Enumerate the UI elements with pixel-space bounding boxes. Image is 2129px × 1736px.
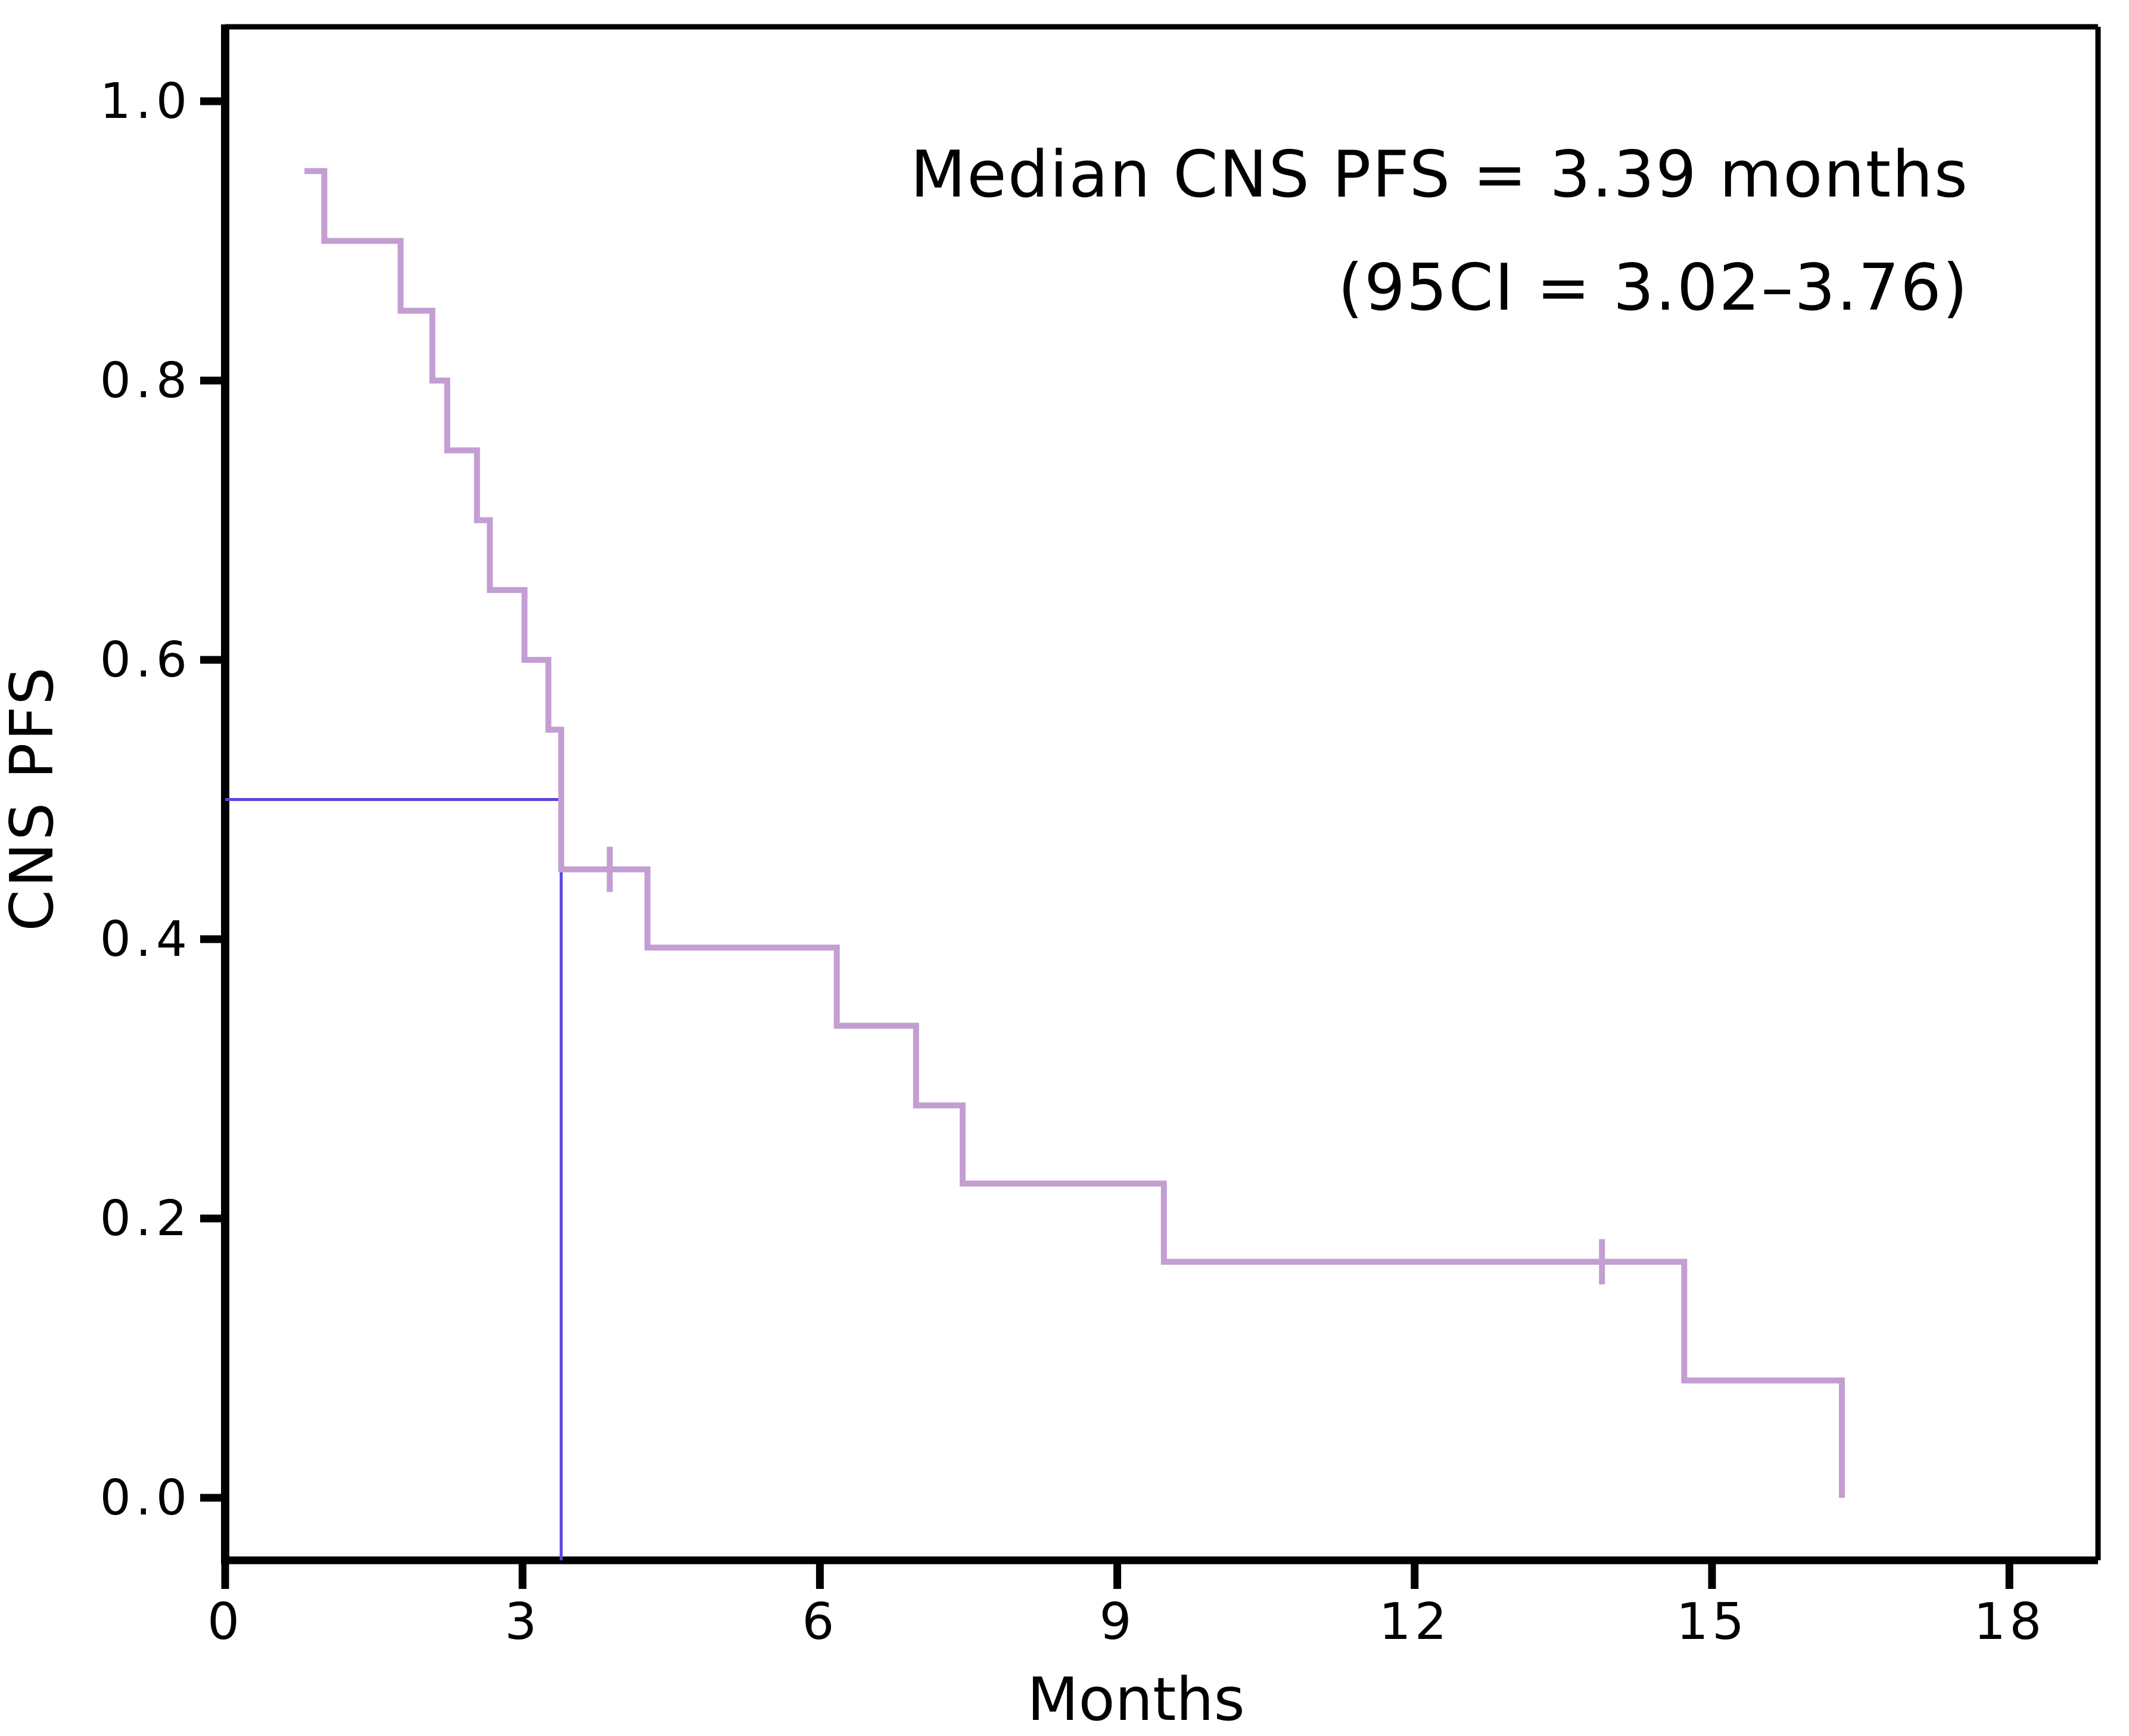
plot-frame [221, 24, 2101, 1564]
y-tick-label: 1.0 [100, 73, 192, 130]
x-tick-label: 6 [802, 1592, 838, 1651]
y-axis-title: CNS PFS [0, 665, 67, 931]
x-tick-label: 18 [1974, 1592, 2045, 1651]
y-tick-label: 0.8 [100, 353, 192, 409]
annotation-ci-line2: (95CI = 3.02–3.76) [1338, 251, 1969, 325]
x-axis-ticks: 0 3 6 9 12 15 18 [207, 1560, 2045, 1651]
x-tick-label: 9 [1100, 1592, 1135, 1651]
y-tick-label: 0.2 [100, 1190, 192, 1247]
median-reference-group [225, 798, 563, 1560]
y-tick-label: 0.4 [100, 911, 192, 968]
y-tick-label: 0.6 [100, 632, 192, 688]
x-tick-label: 0 [207, 1592, 243, 1651]
y-axis-ticks: 0.0 0.2 0.4 0.6 0.8 1.0 [100, 73, 225, 1526]
x-axis-title: Months [1027, 1665, 1245, 1734]
annotation-median-line1: Median CNS PFS = 3.39 months [910, 138, 1969, 212]
censor-marks [606, 846, 1605, 1285]
km-survival-curve [304, 168, 1845, 1498]
x-tick-label: 15 [1676, 1592, 1748, 1651]
x-tick-label: 3 [505, 1592, 540, 1651]
y-tick-label: 0.0 [100, 1470, 192, 1526]
x-tick-label: 12 [1379, 1592, 1451, 1651]
